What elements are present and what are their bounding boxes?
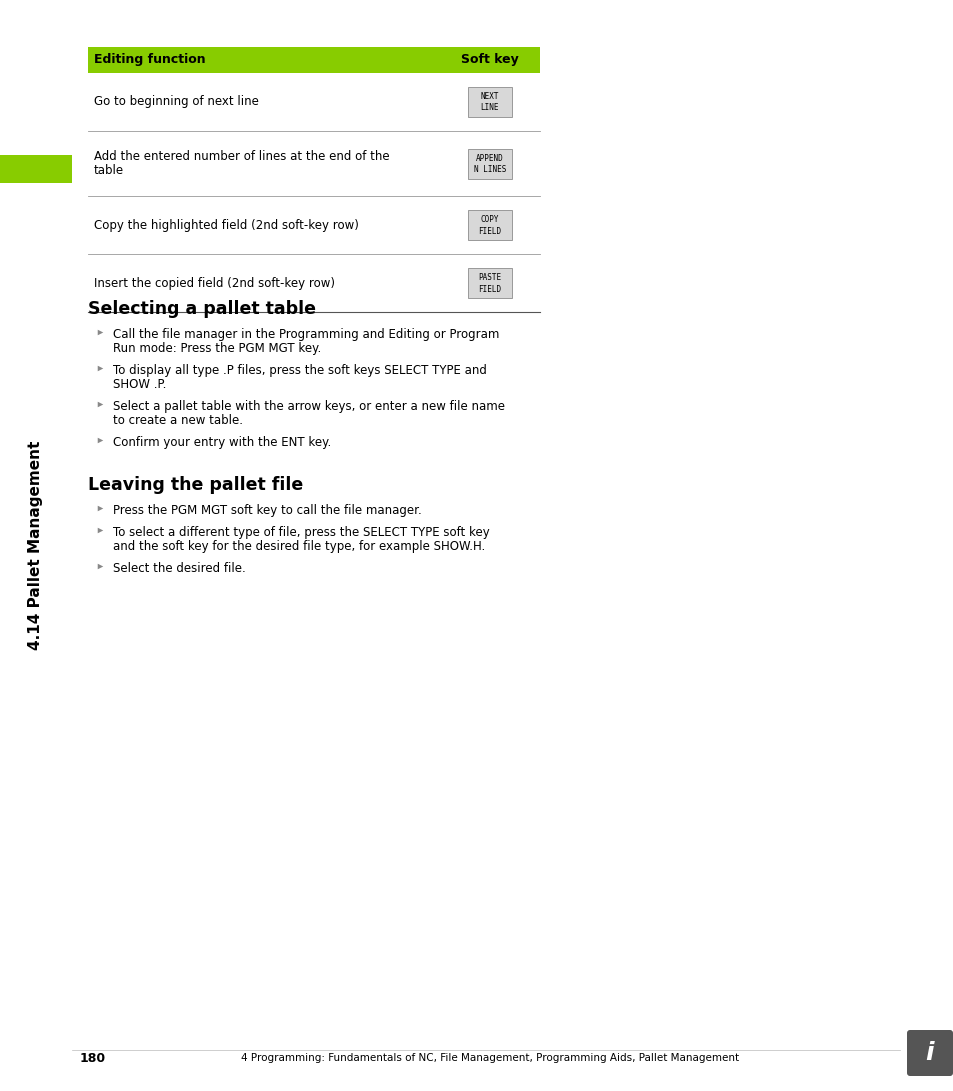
FancyBboxPatch shape (468, 148, 512, 179)
FancyBboxPatch shape (906, 1030, 952, 1076)
Text: APPEND: APPEND (476, 154, 503, 163)
Text: Add the entered number of lines at the end of the: Add the entered number of lines at the e… (94, 149, 389, 163)
Text: NEXT: NEXT (480, 92, 498, 101)
Text: 4.14 Pallet Management: 4.14 Pallet Management (29, 441, 44, 649)
FancyBboxPatch shape (468, 268, 512, 298)
Text: Call the file manager in the Programming and Editing or Program: Call the file manager in the Programming… (112, 328, 498, 341)
Text: Select a pallet table with the arrow keys, or enter a new file name: Select a pallet table with the arrow key… (112, 400, 504, 413)
Text: table: table (94, 164, 124, 177)
Text: Press the PGM MGT soft key to call the file manager.: Press the PGM MGT soft key to call the f… (112, 504, 421, 517)
Text: 4 Programming: Fundamentals of NC, File Management, Programming Aids, Pallet Man: 4 Programming: Fundamentals of NC, File … (241, 1053, 739, 1063)
Text: Selecting a pallet table: Selecting a pallet table (88, 300, 315, 317)
Text: FIELD: FIELD (478, 285, 501, 293)
Text: PASTE: PASTE (478, 273, 501, 283)
Text: Insert the copied field (2nd soft-key row): Insert the copied field (2nd soft-key ro… (94, 276, 335, 289)
Text: i: i (924, 1041, 933, 1065)
Text: To display all type .P files, press the soft keys SELECT TYPE and: To display all type .P files, press the … (112, 364, 486, 377)
Text: Go to beginning of next line: Go to beginning of next line (94, 96, 258, 108)
Text: 180: 180 (80, 1052, 106, 1065)
Text: SHOW .P.: SHOW .P. (112, 377, 166, 391)
Bar (88, 47, 539, 73)
Text: Copy the highlighted field (2nd soft-key row): Copy the highlighted field (2nd soft-key… (94, 218, 358, 231)
Text: N LINES: N LINES (474, 165, 506, 173)
Text: to create a new table.: to create a new table. (112, 413, 243, 427)
Text: Select the desired file.: Select the desired file. (112, 562, 246, 575)
Text: FIELD: FIELD (478, 227, 501, 236)
FancyBboxPatch shape (468, 87, 512, 117)
Text: To select a different type of file, press the SELECT TYPE soft key: To select a different type of file, pres… (112, 526, 489, 539)
Bar (0, 155, 71, 183)
Bar (0, 0, 71, 1091)
Text: Soft key: Soft key (460, 53, 518, 67)
Text: Run mode: Press the PGM MGT key.: Run mode: Press the PGM MGT key. (112, 341, 321, 355)
FancyBboxPatch shape (468, 209, 512, 240)
Text: Leaving the pallet file: Leaving the pallet file (88, 476, 303, 494)
Text: LINE: LINE (480, 104, 498, 112)
Text: and the soft key for the desired file type, for example SHOW.H.: and the soft key for the desired file ty… (112, 540, 485, 553)
Text: Editing function: Editing function (94, 53, 206, 67)
Text: Confirm your entry with the ENT key.: Confirm your entry with the ENT key. (112, 436, 331, 449)
Text: COPY: COPY (480, 215, 498, 224)
